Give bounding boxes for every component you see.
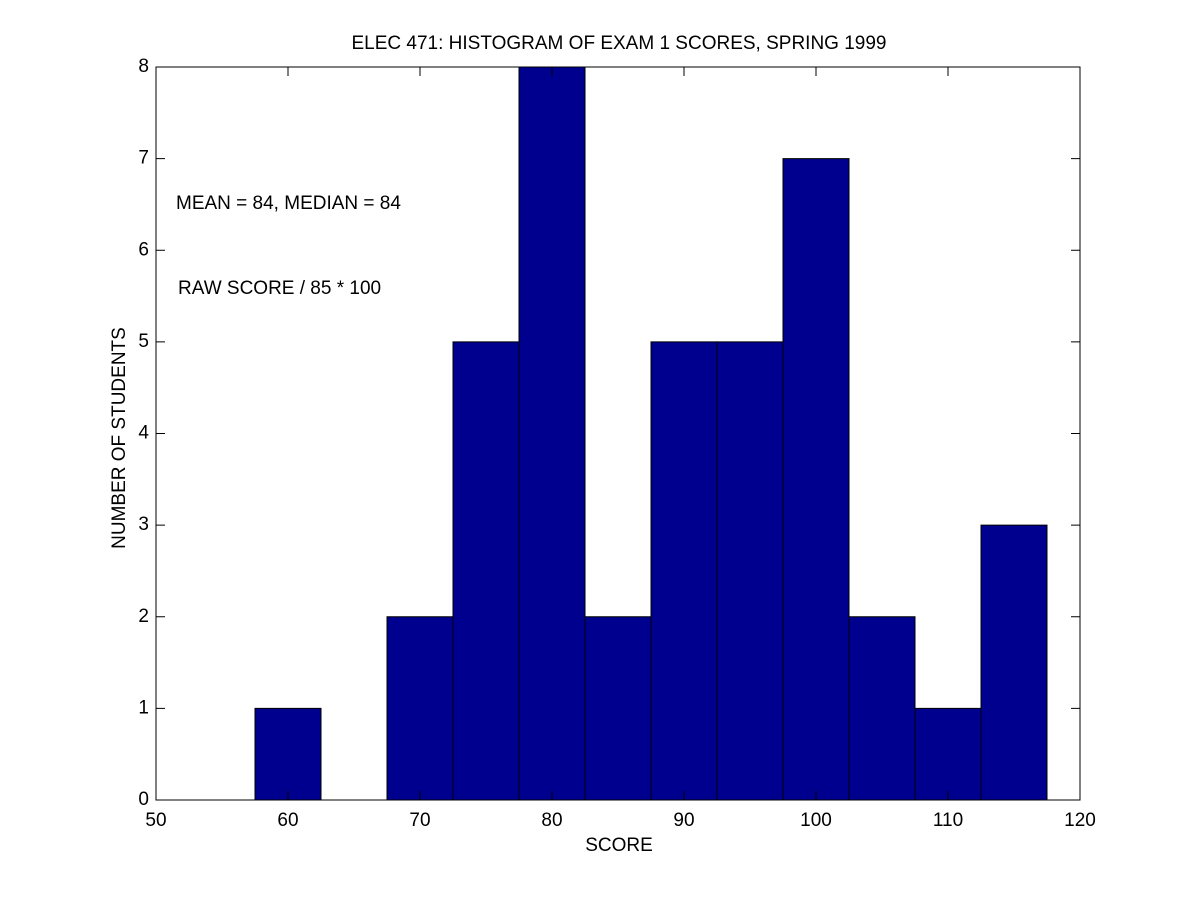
x-tick-label: 90 (673, 810, 694, 831)
x-tick-label: 60 (277, 810, 298, 831)
bar (386, 616, 454, 801)
y-tick-label: 4 (138, 423, 149, 444)
bar (452, 341, 520, 801)
x-tick-label: 50 (145, 810, 166, 831)
y-tick-label: 8 (138, 56, 149, 77)
x-tick-label: 80 (541, 810, 562, 831)
y-tick-label: 0 (138, 789, 149, 810)
bar (716, 341, 784, 801)
bar (980, 524, 1048, 801)
x-tick-label: 110 (933, 810, 963, 831)
bar (848, 616, 916, 801)
x-tick-label: 120 (1064, 810, 1096, 831)
y-tick-label: 7 (138, 148, 149, 169)
bar (650, 341, 718, 801)
y-tick-label: 2 (138, 606, 149, 627)
bar (782, 158, 850, 801)
y-tick-label: 3 (138, 514, 149, 535)
bar (584, 616, 652, 801)
bar (914, 707, 982, 801)
y-tick-label: 1 (138, 697, 149, 718)
x-tick-label: 70 (409, 810, 430, 831)
y-tick-label: 5 (138, 331, 149, 352)
bar (518, 66, 586, 801)
chart-title: ELEC 471: HISTOGRAM OF EXAM 1 SCORES, SP… (352, 33, 887, 54)
y-axis-label: NUMBER OF STUDENTS (109, 327, 130, 549)
x-tick-label: 100 (800, 810, 832, 831)
x-axis-label: SCORE (585, 835, 653, 856)
annotation: MEAN = 84, MEDIAN = 84 (176, 193, 401, 214)
annotation: RAW SCORE / 85 * 100 (178, 278, 381, 299)
bar (254, 707, 322, 801)
y-tick-label: 6 (138, 239, 149, 260)
